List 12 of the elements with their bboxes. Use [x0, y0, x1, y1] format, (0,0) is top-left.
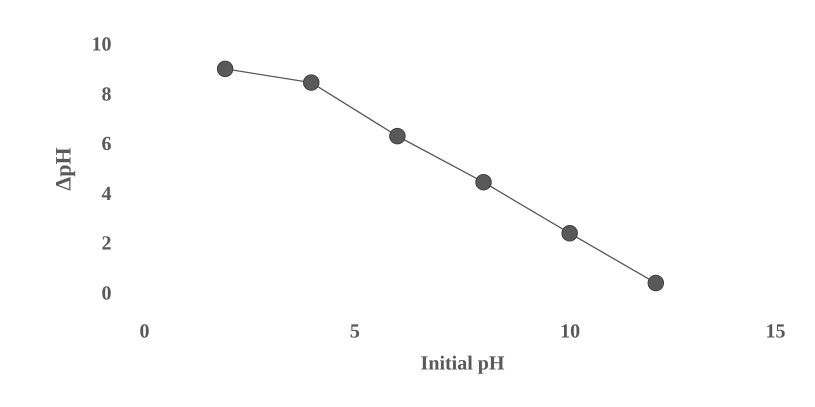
x-tick-label: 15 — [766, 320, 786, 342]
y-tick-label: 2 — [102, 232, 112, 255]
y-tick-label: 6 — [102, 133, 112, 156]
y-tick-label: 0 — [102, 282, 112, 304]
y-axis-title: ΔpH — [50, 147, 76, 191]
y-tick-label: 8 — [102, 83, 112, 106]
y-tick-label: 4 — [102, 182, 112, 205]
y-tick-label: 10 — [92, 34, 112, 56]
x-axis-title: Initial pH — [420, 352, 505, 374]
x-tick-label: 5 — [350, 320, 360, 342]
x-tick-label: 0 — [140, 320, 150, 342]
x-tick-label: 10 — [560, 320, 580, 342]
